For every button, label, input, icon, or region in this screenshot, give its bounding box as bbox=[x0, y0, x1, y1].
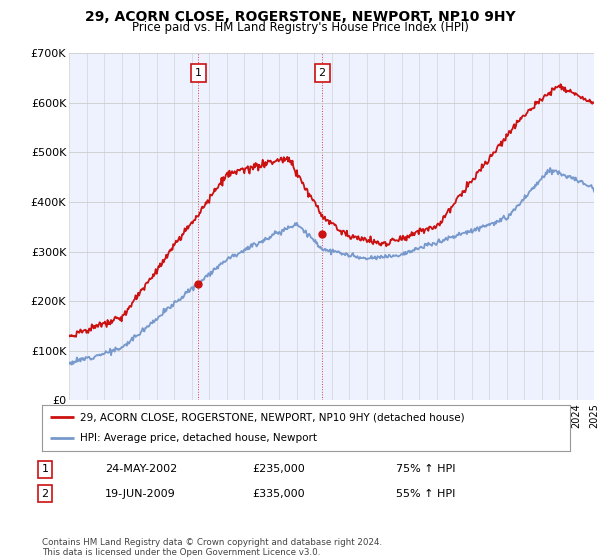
Text: 2: 2 bbox=[319, 68, 326, 78]
Text: 1: 1 bbox=[41, 464, 49, 474]
Text: 1: 1 bbox=[195, 68, 202, 78]
Text: £335,000: £335,000 bbox=[252, 489, 305, 499]
Text: 2: 2 bbox=[41, 489, 49, 499]
Text: £235,000: £235,000 bbox=[252, 464, 305, 474]
Text: 55% ↑ HPI: 55% ↑ HPI bbox=[396, 489, 455, 499]
Text: 24-MAY-2002: 24-MAY-2002 bbox=[105, 464, 177, 474]
Text: Price paid vs. HM Land Registry's House Price Index (HPI): Price paid vs. HM Land Registry's House … bbox=[131, 21, 469, 34]
Text: 75% ↑ HPI: 75% ↑ HPI bbox=[396, 464, 455, 474]
Text: 19-JUN-2009: 19-JUN-2009 bbox=[105, 489, 176, 499]
Text: Contains HM Land Registry data © Crown copyright and database right 2024.
This d: Contains HM Land Registry data © Crown c… bbox=[42, 538, 382, 557]
Text: 29, ACORN CLOSE, ROGERSTONE, NEWPORT, NP10 9HY (detached house): 29, ACORN CLOSE, ROGERSTONE, NEWPORT, NP… bbox=[80, 412, 464, 422]
Text: 29, ACORN CLOSE, ROGERSTONE, NEWPORT, NP10 9HY: 29, ACORN CLOSE, ROGERSTONE, NEWPORT, NP… bbox=[85, 10, 515, 24]
Text: HPI: Average price, detached house, Newport: HPI: Average price, detached house, Newp… bbox=[80, 433, 317, 444]
